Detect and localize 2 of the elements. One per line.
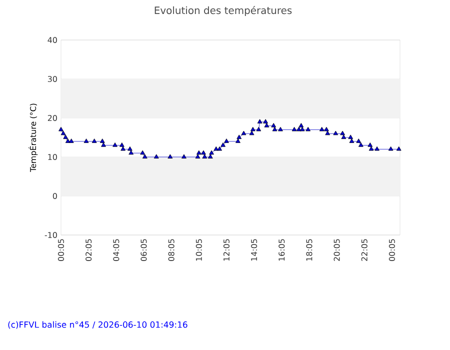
text: (c)FFVL balise n°45 / 2026-06-10 01:49:16 xyxy=(8,321,188,329)
chart-title: Evolution des températures xyxy=(154,6,292,16)
